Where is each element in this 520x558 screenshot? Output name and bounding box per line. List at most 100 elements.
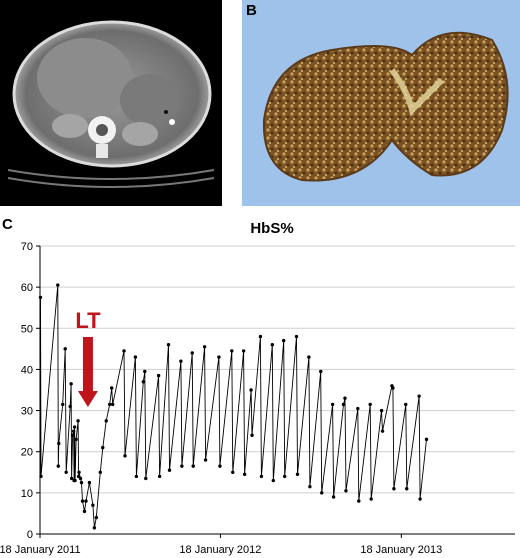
data-point bbox=[281, 338, 286, 343]
data-point bbox=[38, 295, 43, 300]
data-point bbox=[94, 515, 99, 520]
ct-scan-image bbox=[0, 0, 222, 206]
data-point bbox=[166, 343, 171, 347]
grid-lines bbox=[40, 245, 515, 494]
liver-specimen-photo bbox=[242, 0, 520, 206]
x-tick-label: 18 January 2013 bbox=[360, 544, 442, 556]
data-point bbox=[64, 470, 68, 474]
data-point bbox=[73, 478, 77, 483]
series-hbs bbox=[38, 283, 429, 530]
lt-label: LT bbox=[75, 308, 101, 333]
data-point bbox=[218, 464, 222, 468]
y-tick-label: 50 bbox=[21, 323, 33, 335]
data-point bbox=[344, 489, 348, 493]
data-point bbox=[133, 355, 138, 359]
y-tick-label: 10 bbox=[21, 488, 33, 500]
data-point bbox=[271, 478, 275, 483]
data-point bbox=[417, 394, 421, 398]
hbs-chart: HbS% 0 10 20 30 40 50 60 70 18 January 2011 18 Ja… bbox=[0, 220, 515, 556]
data-point bbox=[104, 419, 108, 423]
data-point bbox=[68, 404, 72, 409]
data-point bbox=[61, 402, 65, 407]
data-point bbox=[249, 388, 253, 392]
data-point bbox=[110, 402, 115, 407]
data-point bbox=[156, 373, 161, 378]
data-point bbox=[180, 464, 184, 468]
axes: 0 10 20 30 40 50 60 70 18 January 2011 18 January… bbox=[0, 241, 515, 556]
data-point bbox=[391, 386, 395, 390]
data-point bbox=[217, 355, 221, 359]
data-point bbox=[92, 526, 97, 530]
data-point bbox=[331, 495, 336, 499]
data-point bbox=[69, 382, 73, 386]
x-tick-label: 18 January 2012 bbox=[179, 544, 261, 556]
data-point bbox=[307, 355, 311, 359]
data-point bbox=[144, 476, 148, 481]
data-point bbox=[368, 402, 372, 407]
panel-label-c: C bbox=[2, 216, 13, 233]
data-point bbox=[202, 345, 207, 349]
data-point bbox=[405, 487, 409, 491]
chart-title: HbS% bbox=[250, 220, 293, 237]
lt-annotation: LT bbox=[75, 308, 101, 407]
data-point bbox=[74, 437, 78, 442]
panel-label-b: B bbox=[246, 2, 257, 19]
data-point bbox=[79, 480, 84, 485]
data-point bbox=[295, 472, 300, 477]
y-tick-label: 60 bbox=[21, 282, 33, 294]
data-point bbox=[356, 406, 360, 411]
y-tick-label: 70 bbox=[21, 241, 33, 253]
data-point bbox=[76, 419, 80, 423]
data-point bbox=[282, 474, 287, 479]
data-point bbox=[109, 386, 114, 390]
data-point bbox=[330, 402, 335, 407]
data-point bbox=[308, 484, 312, 489]
data-point bbox=[134, 474, 139, 479]
data-point bbox=[123, 454, 127, 458]
panel-label-a: A bbox=[4, 2, 15, 19]
data-point bbox=[259, 474, 264, 479]
x-tick-label: 18 January 2011 bbox=[0, 544, 81, 556]
data-point bbox=[80, 499, 85, 503]
data-point bbox=[380, 429, 385, 433]
data-point bbox=[241, 349, 246, 353]
y-tick-label: 40 bbox=[21, 364, 33, 376]
data-point bbox=[72, 425, 77, 429]
data-point bbox=[357, 499, 361, 503]
data-point bbox=[179, 359, 183, 363]
data-point bbox=[98, 470, 103, 474]
data-point bbox=[56, 464, 60, 468]
data-point bbox=[190, 351, 194, 355]
data-point bbox=[379, 408, 384, 413]
data-point bbox=[404, 402, 408, 407]
data-point bbox=[320, 491, 324, 495]
data-point bbox=[56, 283, 60, 287]
data-point bbox=[369, 497, 373, 501]
data-point bbox=[69, 476, 74, 481]
data-point bbox=[84, 499, 88, 503]
data-point bbox=[258, 334, 263, 339]
data-point bbox=[157, 474, 162, 479]
data-point bbox=[242, 472, 247, 477]
data-point bbox=[39, 474, 43, 479]
data-point bbox=[107, 402, 112, 407]
data-point bbox=[203, 458, 208, 462]
data-point bbox=[78, 476, 83, 481]
data-point bbox=[87, 480, 92, 485]
data-point bbox=[231, 470, 235, 474]
lt-arrow-head bbox=[77, 391, 98, 407]
data-point bbox=[101, 445, 105, 450]
y-tick-label: 20 bbox=[21, 447, 33, 459]
data-point bbox=[250, 433, 254, 437]
liver-specimen-graphic bbox=[262, 31, 509, 182]
y-tick-label: 30 bbox=[21, 406, 33, 418]
data-point bbox=[143, 369, 147, 374]
data-point bbox=[70, 433, 75, 437]
data-point bbox=[71, 429, 76, 433]
lt-arrow-shaft bbox=[82, 337, 93, 393]
ct-scan-graphic bbox=[7, 20, 215, 188]
data-point bbox=[424, 437, 429, 442]
data-point bbox=[63, 347, 67, 351]
data-point bbox=[294, 334, 299, 339]
data-point bbox=[341, 402, 346, 407]
